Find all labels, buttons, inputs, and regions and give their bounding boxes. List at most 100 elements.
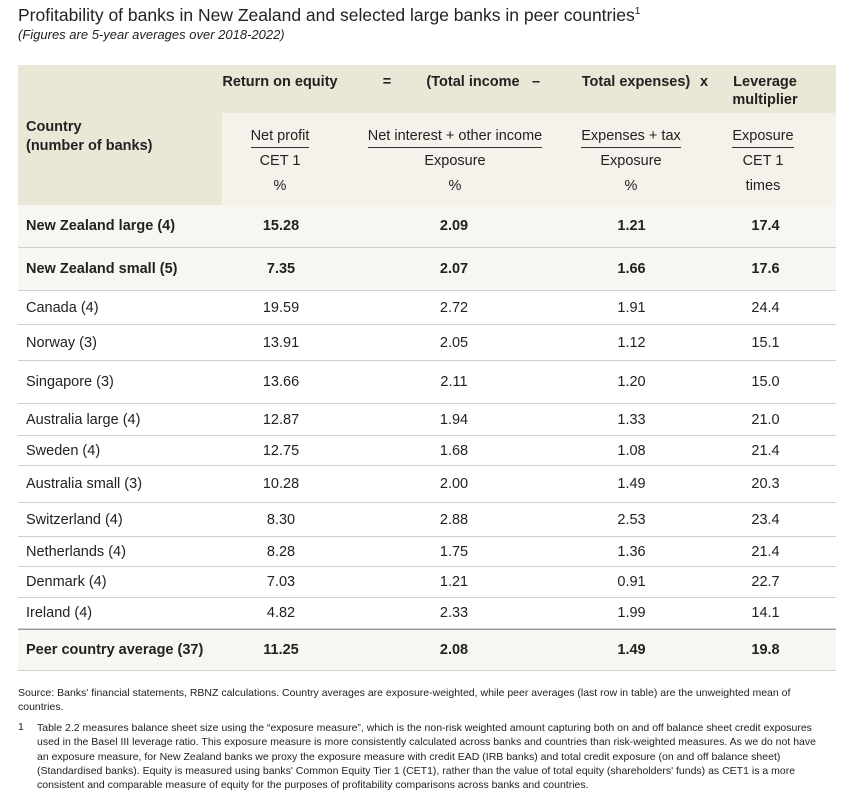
table-row: Norway (3) 13.91 2.05 1.12 15.1 xyxy=(18,325,836,361)
value-cell: 2.33 xyxy=(439,605,469,621)
value-cell: 10.28 xyxy=(262,476,300,492)
table: Return on equity = (Total income – Total exp… xyxy=(18,65,836,671)
value-cell: 13.66 xyxy=(262,374,300,390)
column-header: Return on equity xyxy=(222,74,338,90)
unit: times xyxy=(745,178,781,194)
numerator: Exposure xyxy=(732,128,794,148)
value-cell: 1.99 xyxy=(617,605,646,621)
value-cell: 1.94 xyxy=(439,411,469,428)
value-cell: 2.11 xyxy=(440,374,468,390)
value-cell: 1.33 xyxy=(617,411,646,428)
value-cell: 1.36 xyxy=(617,543,646,560)
source: Source: Banks' financial statements, RBN… xyxy=(18,687,791,713)
country-cell: Australia large (4) xyxy=(26,411,141,428)
country-cell: Australia small (3) xyxy=(26,476,143,492)
column-header: = xyxy=(382,74,392,90)
value-cell: 4.82 xyxy=(266,605,296,621)
value-cell: 1.08 xyxy=(617,442,646,459)
value-cell: 14.1 xyxy=(751,605,780,621)
table-row: Australia large (4) 12.87 1.94 1.33 21.0 xyxy=(18,404,836,436)
value-cell: 1.20 xyxy=(617,374,646,390)
note: Table 2.2 measures balance sheet size us… xyxy=(37,722,816,792)
unit: % xyxy=(624,178,638,194)
column-header: x xyxy=(699,74,709,90)
value-cell: 0.91 xyxy=(617,574,646,590)
value-cell: 8.30 xyxy=(266,511,296,528)
value-cell: 1.68 xyxy=(439,442,469,459)
table-row: Ireland (4) 4.82 2.33 1.99 14.1 xyxy=(18,598,836,629)
value-cell: 20.3 xyxy=(751,476,780,492)
country-cell: Norway (3) xyxy=(26,334,97,351)
fraction-part: Net interest + other income xyxy=(335,127,575,148)
fraction-part: times xyxy=(643,177,847,195)
value-cell: 17.6 xyxy=(751,261,780,277)
value-cell: 19.59 xyxy=(262,299,300,316)
table-row: Peer country average (37) 11.25 2.08 1.49 19… xyxy=(18,629,836,671)
title: Profitability of banks in New Zealand an… xyxy=(18,5,640,26)
value-cell: 15.1 xyxy=(751,334,780,351)
column-header: – xyxy=(531,74,541,90)
value-cell: 24.4 xyxy=(751,299,780,316)
numerator: Net interest + other income xyxy=(367,128,543,148)
table-row: Australia small (3) 10.28 2.00 1.49 20.3 xyxy=(18,466,836,503)
value-cell: 2.09 xyxy=(439,218,469,234)
value-cell: 2.08 xyxy=(439,642,469,658)
value-cell: 1.91 xyxy=(617,299,646,316)
country-cell: Netherlands (4) xyxy=(26,543,126,560)
value-cell: 1.21 xyxy=(439,574,469,590)
table-row: Singapore (3) 13.66 2.11 1.20 15.0 xyxy=(18,361,836,404)
country-header: Country xyxy=(26,119,82,135)
value-cell: 2.53 xyxy=(617,511,646,528)
value-cell: 1.12 xyxy=(617,334,646,351)
denominator: Exposure xyxy=(424,153,486,169)
fraction-part: % xyxy=(335,177,575,195)
title-note: 1 xyxy=(634,6,641,18)
value-cell: 1.49 xyxy=(617,642,646,658)
value-cell: 2.00 xyxy=(439,476,469,492)
country-cell: New Zealand small (5) xyxy=(26,261,178,277)
value-cell: 19.8 xyxy=(751,642,780,658)
value-cell: 11.25 xyxy=(263,642,299,658)
title-text: Profitability of banks in New Zealand an… xyxy=(18,5,635,25)
country-cell: New Zealand large (4) xyxy=(26,218,176,234)
value-cell: 12.87 xyxy=(262,411,300,428)
value-cell: 21.4 xyxy=(751,442,780,459)
fraction-part: CET 1 xyxy=(643,152,847,170)
column-header: Leverage multiplier xyxy=(732,74,798,108)
table-row: New Zealand large (4) 15.28 2.09 1.21 17.4 xyxy=(18,205,836,248)
denominator: CET 1 xyxy=(742,153,784,169)
fraction-part: % xyxy=(511,177,751,195)
table-row: Sweden (4) 12.75 1.68 1.08 21.4 xyxy=(18,436,836,466)
column-header: Total expenses) xyxy=(581,74,691,90)
value-cell: 8.28 xyxy=(266,543,296,560)
value-cell: 17.4 xyxy=(751,218,780,234)
numerator: Net profit xyxy=(250,128,310,148)
fraction-part: Expenses + tax xyxy=(511,127,751,148)
value-cell: 1.49 xyxy=(617,476,646,492)
country-cell: Singapore (3) xyxy=(26,374,114,390)
fraction-part: CET 1 xyxy=(160,152,400,170)
subtitle: (Figures are 5-year averages over 2018-2… xyxy=(18,27,285,42)
country-header: (number of banks) xyxy=(26,138,153,154)
country-cell: Canada (4) xyxy=(26,299,99,316)
fraction-part: Exposure xyxy=(335,152,575,170)
value-cell: 21.0 xyxy=(751,411,780,428)
fraction-part: Exposure xyxy=(643,127,847,148)
fraction-part: Exposure xyxy=(511,152,751,170)
value-cell: 1.21 xyxy=(617,218,646,234)
value-cell: 2.07 xyxy=(439,261,469,277)
header-band xyxy=(18,65,222,205)
table-row: New Zealand small (5) 7.35 2.07 1.66 17.6 xyxy=(18,248,836,291)
value-cell: 22.7 xyxy=(751,574,780,590)
numerator: Expenses + tax xyxy=(581,128,681,148)
column-header: (Total income xyxy=(426,74,520,90)
value-cell: 7.35 xyxy=(266,261,296,277)
table-row: Denmark (4) 7.03 1.21 0.91 22.7 xyxy=(18,567,836,598)
table-row: Canada (4) 19.59 2.72 1.91 24.4 xyxy=(18,291,836,325)
denominator: Exposure xyxy=(600,153,662,169)
note-number: 1 xyxy=(18,721,24,733)
table-row: Netherlands (4) 8.28 1.75 1.36 21.4 xyxy=(18,537,836,567)
value-cell: 7.03 xyxy=(266,574,296,590)
fraction-part: % xyxy=(160,177,400,195)
country-cell: Ireland (4) xyxy=(26,605,93,621)
